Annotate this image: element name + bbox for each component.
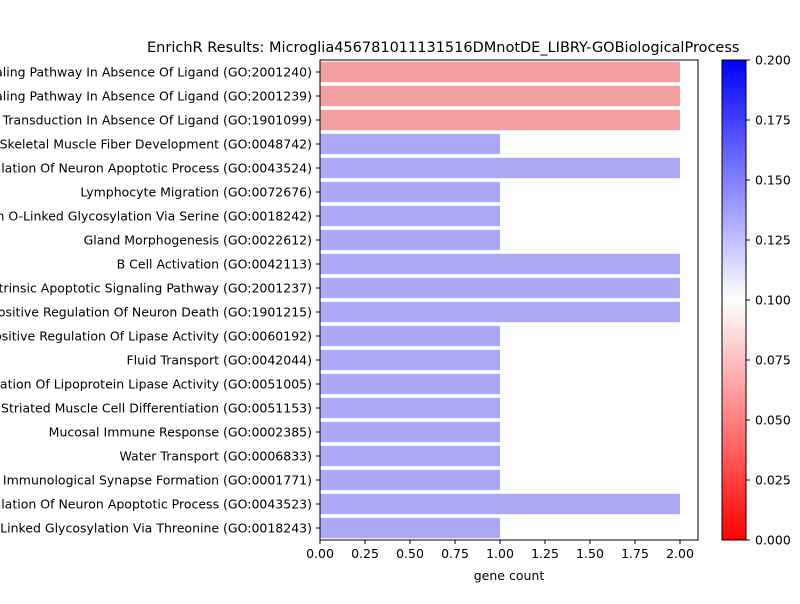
y-tick-label: Regulation Of Intrinsic Apoptotic Signal… — [0, 89, 312, 104]
bar — [320, 133, 500, 155]
x-tick-label: 1.75 — [621, 546, 649, 561]
bar — [320, 253, 680, 275]
x-tick-label: 1.00 — [486, 546, 514, 561]
bar — [320, 517, 500, 539]
bar — [320, 85, 680, 107]
y-tick-label: B Cell Activation (GO:0042113) — [117, 257, 312, 272]
plot-frame — [319, 59, 699, 541]
x-tick-label: 0.75 — [441, 546, 469, 561]
colorbar-tick-label: 0.175 — [755, 113, 791, 128]
bars-group — [320, 61, 680, 539]
x-axis-label: gene count — [474, 568, 545, 583]
bar — [320, 373, 500, 395]
y-tick-label: Positive Regulation Of Lipoprotein Lipas… — [0, 377, 312, 392]
y-axis-ticks: Regulation Of Intrinsic Apoptotic Signal… — [0, 65, 320, 536]
bar — [320, 493, 680, 515]
x-tick-label: 0.50 — [396, 546, 424, 561]
colorbar-tick-label: 0.000 — [755, 533, 791, 548]
x-tick-label: 2.00 — [666, 546, 694, 561]
bar — [320, 301, 680, 323]
y-tick-label: Regulation Of Intrinsic Apoptotic Signal… — [0, 281, 312, 296]
x-tick-label: 0.00 — [306, 546, 334, 561]
bar — [320, 421, 500, 443]
colorbar-tick-label: 0.100 — [755, 293, 791, 308]
y-tick-label: Lymphocyte Migration (GO:0072676) — [80, 185, 312, 200]
bar — [320, 181, 500, 203]
bar — [320, 445, 500, 467]
bar — [320, 325, 500, 347]
colorbar — [721, 59, 747, 541]
colorbar-tick-label: 0.125 — [755, 233, 791, 248]
colorbar-ticks: 0.000 0.025 0.050 0.075 0.100 0.125 0.150 0.175… — [746, 53, 791, 548]
y-tick-label: Positive Regulation Of Lipase Activity (… — [0, 329, 312, 344]
bar — [320, 397, 500, 419]
y-tick-label: Negative Regulation Of Neuron Apoptotic … — [0, 161, 312, 176]
y-tick-label: Protein O-Linked Glycosylation Via Serin… — [0, 209, 312, 224]
bar — [320, 109, 680, 131]
x-axis-ticks: 0.00 0.25 0.50 0.75 1.00 1.25 1.50 1.75 2.00 — [306, 540, 694, 561]
bar — [320, 349, 500, 371]
colorbar-tick-label: 0.150 — [755, 173, 791, 188]
y-tick-label: Skeletal Muscle Fiber Development (GO:00… — [0, 137, 312, 152]
bar — [320, 469, 500, 491]
bar — [320, 61, 680, 83]
y-tick-label: Fluid Transport (GO:0042044) — [126, 353, 312, 368]
y-tick-label: Water Transport (GO:0006833) — [120, 449, 313, 464]
y-tick-label: Regulation Of Intrinsic Apoptotic Signal… — [0, 65, 312, 80]
y-tick-label: Regulation Of Striated Muscle Cell Diffe… — [0, 401, 312, 416]
x-tick-label: 0.25 — [351, 546, 379, 561]
colorbar-tick-label: 0.025 — [755, 473, 791, 488]
y-tick-label: Positive Regulation Of Neuron Apoptotic … — [0, 497, 312, 512]
x-tick-label: 1.25 — [531, 546, 559, 561]
y-tick-label: Immunological Synapse Formation (GO:0001… — [3, 473, 312, 488]
bar — [320, 229, 500, 251]
bar — [320, 157, 680, 179]
y-tick-label: Mucosal Immune Response (GO:0002385) — [49, 425, 312, 440]
y-tick-label: Positive Regulation Of Neuron Death (GO:… — [0, 305, 312, 320]
bar — [320, 205, 500, 227]
colorbar-tick-label: 0.200 — [755, 53, 791, 68]
y-tick-label: Regulation Of Signal Transduction In Abs… — [0, 113, 312, 128]
colorbar-tick-label: 0.075 — [755, 353, 791, 368]
chart-title: EnrichR Results: Microglia45678101113151… — [147, 40, 739, 56]
y-tick-label: Protein O-Linked Glycosylation Via Threo… — [0, 521, 312, 536]
colorbar-tick-label: 0.050 — [755, 413, 791, 428]
x-tick-label: 1.50 — [576, 546, 604, 561]
y-tick-label: Gland Morphogenesis (GO:0022612) — [84, 233, 312, 248]
bar — [320, 277, 680, 299]
